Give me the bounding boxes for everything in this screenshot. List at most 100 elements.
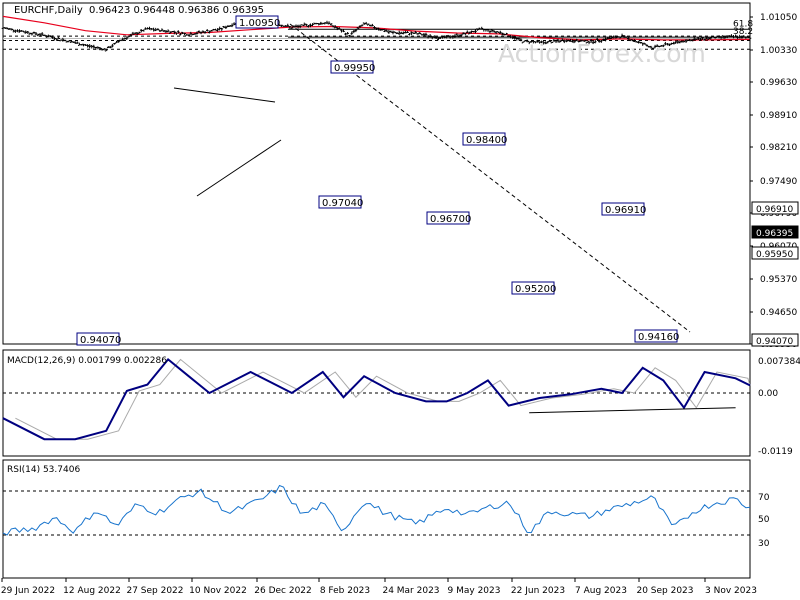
ohlc-bar [305, 23, 308, 27]
ohlc-bar [152, 27, 155, 32]
ohlc-bar [680, 40, 684, 43]
level-label-text: 0.94070 [80, 335, 121, 346]
ohlc-bar [109, 45, 112, 49]
ohlc-bar [666, 43, 669, 46]
ohlc-bar [302, 22, 306, 27]
ohlc-bar [711, 36, 715, 38]
ohlc-bar [179, 33, 182, 36]
ohlc-bar [298, 24, 302, 29]
ohlc-bar [721, 35, 725, 39]
ohlc-bar [709, 36, 713, 40]
price-tick-label: 0.94650 [760, 308, 797, 318]
level-label-0.96700: 0.96700 [426, 211, 471, 225]
ohlc-bar [703, 38, 706, 41]
ohlc-bar [626, 36, 630, 41]
ohlc-bar [75, 41, 79, 44]
chart-ohlc: 0.96423 0.96448 0.96386 0.96395 [89, 5, 264, 16]
ohlc-bar [455, 33, 459, 38]
ohlc-bar [449, 35, 453, 39]
ohlc-bar [5, 27, 9, 30]
ohlc-bar [697, 37, 700, 40]
level-label-1.00950: 1.00950 [235, 15, 280, 29]
ohlc-bar [117, 40, 120, 43]
ohlc-bar [232, 22, 236, 26]
ohlc-bar [300, 24, 304, 26]
ohlc-bar [740, 35, 744, 39]
ohlc-bar [538, 41, 541, 44]
ohlc-bar [690, 39, 694, 42]
price-tick-label: 0.99630 [760, 78, 797, 88]
ohlc-bar [534, 41, 537, 44]
ohlc-bar [486, 28, 490, 32]
ohlc-bar [719, 35, 723, 40]
ohlc-bar [377, 27, 380, 31]
level-label-text: 1.00950 [239, 18, 280, 29]
ohlc-bar [175, 31, 178, 35]
ohlc-bar [430, 35, 434, 40]
ohlc-bar [319, 21, 323, 25]
price-flag-text: 0.95950 [756, 250, 793, 260]
ohlc-bar [684, 39, 688, 43]
level-label-box [634, 329, 678, 343]
price-flag-0.96395: 0.96395 [751, 225, 799, 239]
level-label-text: 0.97040 [322, 198, 363, 209]
ohlc-bar [352, 30, 356, 34]
ohlc-bar [624, 36, 628, 39]
ohlc-bar [414, 30, 418, 34]
ohlc-bar [536, 39, 539, 43]
ohlc-bar [527, 41, 531, 45]
level-label-text: 0.95200 [515, 284, 556, 295]
ohlc-bar [208, 30, 211, 34]
ohlc-bar [575, 38, 578, 42]
ohlc-bar [492, 30, 496, 33]
ohlc-bar [286, 23, 290, 27]
ohlc-bar [639, 41, 642, 44]
ohlc-bar [662, 44, 665, 48]
ohlc-bar [726, 35, 729, 39]
ohlc-bar [36, 33, 40, 37]
ohlc-bar [399, 31, 403, 35]
level-label-box [426, 211, 470, 225]
ohlc-bar [346, 32, 349, 35]
ohlc-bar [567, 39, 570, 42]
ohlc-bar [230, 23, 234, 28]
price-flag-text: 0.96395 [756, 229, 793, 239]
ohlc-bar [203, 31, 207, 34]
level-label-text: 0.99950 [334, 63, 375, 74]
level-label-text: 0.94160 [638, 332, 679, 343]
macd-tick-label: 0.00 [758, 389, 778, 399]
ohlc-bar [420, 33, 424, 36]
macd-layer: MACD(12,26,9) 0.001799 0.002286 [2, 356, 751, 441]
ohlc-bar [713, 37, 717, 39]
ohlc-bar [589, 39, 593, 43]
ohlc-bar [435, 37, 438, 39]
level-label-box [462, 132, 506, 146]
ohlc-bar [585, 41, 589, 44]
ohlc-bar [119, 39, 122, 42]
ohlc-bar [699, 38, 702, 41]
price-flag-text: 0.96910 [756, 205, 793, 215]
ohlc-bar [156, 28, 160, 31]
level-label-box [601, 202, 645, 216]
ohlc-bar [459, 33, 463, 37]
ohlc-bar [195, 31, 199, 35]
ohlc-bar [618, 36, 622, 39]
level-label-box [235, 15, 279, 29]
ohlc-bar [507, 35, 510, 38]
level-label-0.98400: 0.98400 [462, 132, 507, 146]
ohlc-bar [453, 34, 457, 39]
ohlc-bar [445, 35, 448, 39]
ohlc-bar [437, 37, 440, 41]
ohlc-bar [86, 44, 89, 48]
ohlc-bar [80, 44, 83, 46]
ohlc-bar [366, 23, 370, 26]
ohlc-bar [688, 38, 692, 42]
ohlc-bar [383, 28, 387, 33]
price-tick-label: 0.98910 [760, 111, 797, 121]
ohlc-bar [210, 29, 213, 32]
ohlc-bar [604, 37, 607, 42]
ohlc-bar [558, 39, 562, 43]
ohlc-bar [686, 39, 690, 41]
ohlc-bar [406, 31, 409, 34]
